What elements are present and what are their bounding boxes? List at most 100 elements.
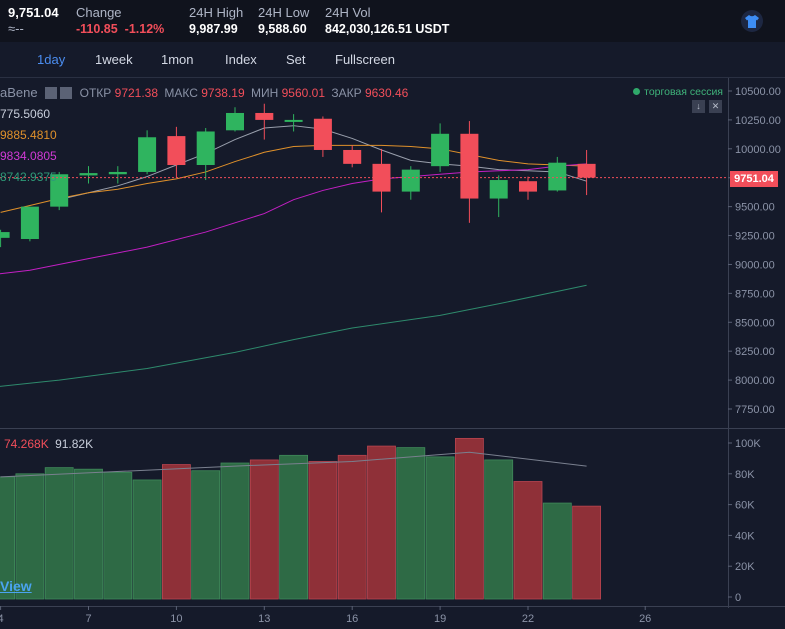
candle-body [0, 232, 10, 238]
price-tick-label: 10500.00 [735, 86, 781, 98]
tab-1day[interactable]: 1day [37, 52, 66, 67]
price-tick-label: 8000.00 [735, 375, 775, 387]
candle-body [196, 131, 215, 166]
candle-body [284, 119, 303, 122]
volume-bar [220, 462, 250, 600]
low-label-ohlc: МИН [250, 86, 279, 100]
change-value: -110.85 [76, 22, 118, 36]
time-tick-label: 19 [434, 613, 446, 625]
candle-body [577, 163, 596, 178]
high-block: 24H High 9,987.99 [189, 5, 243, 37]
last-price: 9,751.04 [8, 5, 59, 20]
eye-icon[interactable] [44, 87, 57, 99]
time-tick-label: 4 [0, 613, 4, 625]
trading-session-indicator: торговая сессия [633, 86, 723, 98]
price-tick-label: 10000.00 [735, 144, 781, 156]
tab-fullscreen[interactable]: Fullscreen [335, 52, 395, 67]
volume-tick-label: 40K [735, 530, 755, 542]
volume-bar [132, 479, 162, 600]
ma3-value: 9834.0805 [0, 149, 57, 163]
volume-tick-label: 60K [735, 500, 755, 512]
close-icon[interactable]: ✕ [709, 100, 722, 113]
close-label-ohlc: ЗАКР [331, 86, 362, 100]
vol-ma1-value: 74.268K [4, 437, 49, 451]
ohlc-legend: aBene ОТКР 9721.38 МАКС 9738.19 МИН 9560… [0, 85, 409, 101]
ticker-bar: 9,751.04 ≈-- Change -110.85 -1.12% 24H H… [0, 0, 785, 42]
volume-tick-label: 20K [735, 561, 755, 573]
candle-body [460, 133, 479, 199]
low-label: 24H Low [258, 5, 310, 20]
tab-1week[interactable]: 1week [95, 52, 133, 67]
approx-value: ≈-- [8, 21, 24, 36]
candle-body [313, 118, 332, 150]
price-tick-label: 8750.00 [735, 288, 775, 300]
settings-icon[interactable] [60, 87, 73, 99]
volume-bar [191, 470, 221, 600]
tab-set[interactable]: Set [286, 52, 306, 67]
candle-body [343, 149, 362, 164]
high-label: 24H High [189, 5, 244, 20]
tab-1mon[interactable]: 1mon [161, 52, 194, 67]
candle-body [20, 206, 39, 240]
candle-body [167, 136, 186, 166]
volume-bar [367, 445, 396, 600]
vol-ma2-value: 91.82K [55, 437, 94, 451]
volume-bar [15, 473, 45, 600]
close-value-ohlc: 9630.46 [364, 86, 409, 100]
time-tick-label: 22 [522, 613, 534, 625]
shirt-icon[interactable] [741, 10, 763, 32]
volume-tick-label: 0 [735, 592, 741, 604]
candle-body [226, 112, 244, 131]
view-link[interactable]: View [0, 578, 32, 594]
time-tick-label: 13 [258, 613, 270, 625]
session-label: торговая сессия [644, 86, 723, 98]
chart-canvas[interactable]: 10500.0010250.0010000.009750.009500.0092… [0, 78, 785, 629]
ma4-line [0, 284, 587, 387]
time-tick-label: 26 [639, 613, 651, 625]
price-tick-label: 8250.00 [735, 346, 775, 358]
volume-bar [74, 468, 103, 600]
ma2-line [0, 144, 587, 213]
candle-body [255, 112, 274, 120]
volume-tick-label: 100K [735, 438, 761, 450]
volume-bar [44, 467, 74, 600]
arrow-down-icon[interactable]: ↓ [692, 100, 705, 113]
low-value: 9,588.60 [258, 22, 307, 36]
volume-bar [103, 471, 133, 600]
candle-body [548, 162, 567, 191]
vol-value: 842,030,126.51 USDT [325, 22, 450, 36]
candle-body [50, 174, 69, 207]
volume-ma-line [0, 451, 587, 478]
price-tick-label: 9250.00 [735, 231, 775, 243]
volume-bar [249, 459, 279, 600]
candle-body [79, 173, 98, 176]
volume-bar [484, 459, 514, 600]
candle-body [431, 133, 450, 167]
volume-bar [542, 502, 572, 600]
volume-bar [161, 464, 191, 600]
candle-body [401, 169, 420, 192]
volume-tick-label: 80K [735, 469, 755, 481]
price-chart[interactable]: 10500.0010250.0010000.009750.009500.0092… [0, 78, 785, 629]
volume-legend: 74.268K 91.82K [4, 437, 93, 451]
open-value: 9721.38 [114, 86, 159, 100]
interval-toolbar: 1day 1week 1mon Index Set Fullscreen [0, 42, 785, 78]
tab-index[interactable]: Index [225, 52, 257, 67]
price-tick-label: 8500.00 [735, 317, 775, 329]
candle-body [108, 171, 127, 175]
price-tick-label: 10250.00 [735, 115, 781, 127]
volume-bar [513, 481, 543, 600]
brand-partial: aBene [0, 85, 38, 100]
session-dot-icon [633, 88, 641, 95]
price-tick-label: 7750.00 [735, 404, 775, 416]
change-pct: -1.12% [124, 22, 165, 36]
price-tick-label: 9000.00 [735, 259, 775, 271]
volume-bar [337, 454, 367, 600]
last-price-block: 9,751.04 ≈-- [8, 5, 59, 37]
open-label: ОТКР [79, 86, 112, 100]
change-label: Change [76, 5, 122, 20]
volume-bar [308, 461, 338, 600]
low-value-ohlc: 9560.01 [281, 86, 326, 100]
candle-body [138, 137, 157, 172]
volume-bar [454, 437, 484, 600]
